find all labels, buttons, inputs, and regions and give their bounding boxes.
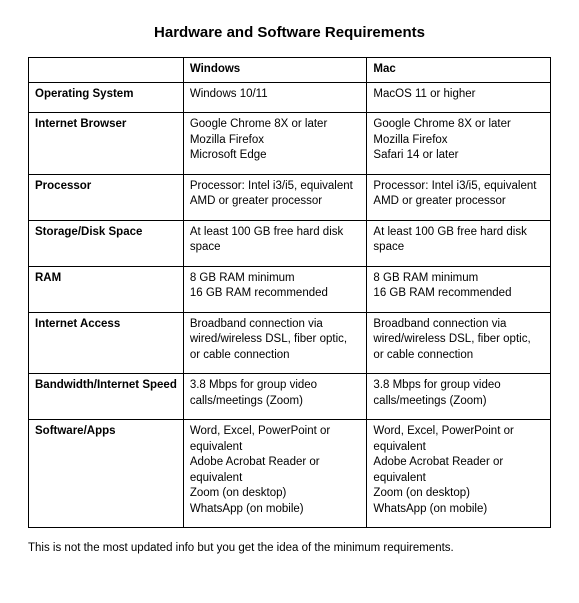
cell-line: At least 100 GB free hard disk space: [190, 225, 361, 256]
cell-windows: 3.8 Mbps for group video calls/meetings …: [183, 374, 367, 420]
cell-windows: Processor: Intel i3/i5, equivalent AMD o…: [183, 174, 367, 220]
cell-line: 8 GB RAM minimum: [373, 271, 544, 287]
cell-line: 16 GB RAM recommended: [190, 286, 361, 302]
table-row: Storage/Disk SpaceAt least 100 GB free h…: [29, 220, 551, 266]
table-row: Operating System Windows 10/11 MacOS 11 or…: [29, 82, 551, 113]
row-label: Bandwidth/Internet Speed: [29, 374, 184, 420]
page-title: Hardware and Software Requirements: [28, 24, 551, 41]
cell-mac: 8 GB RAM minimum16 GB RAM recommended: [367, 266, 551, 312]
cell-windows: 8 GB RAM minimum16 GB RAM recommended: [183, 266, 367, 312]
cell-line: Adobe Acrobat Reader or equivalent: [373, 455, 544, 486]
header-windows: Windows: [183, 58, 367, 83]
cell-line: Windows 10/11: [190, 87, 361, 103]
row-label: Internet Browser: [29, 113, 184, 175]
row-label: Internet Access: [29, 312, 184, 374]
cell-line: Mozilla Firefox: [373, 133, 544, 149]
cell-mac: Google Chrome 8X or laterMozilla Firefox…: [367, 113, 551, 175]
table-header-row: Windows Mac: [29, 58, 551, 83]
cell-line: Processor: Intel i3/i5, equivalent AMD o…: [373, 179, 544, 210]
table-row: Internet BrowserGoogle Chrome 8X or late…: [29, 113, 551, 175]
cell-mac: At least 100 GB free hard disk space: [367, 220, 551, 266]
cell-mac: 3.8 Mbps for group video calls/meetings …: [367, 374, 551, 420]
cell-line: Zoom (on desktop): [190, 486, 361, 502]
footnote-text: This is not the most updated info but yo…: [28, 542, 551, 554]
table-row: RAM8 GB RAM minimum16 GB RAM recommended…: [29, 266, 551, 312]
cell-line: At least 100 GB free hard disk space: [373, 225, 544, 256]
cell-line: 3.8 Mbps for group video calls/meetings …: [190, 378, 361, 409]
cell-line: Broadband connection via wired/wireless …: [190, 317, 361, 364]
cell-line: Safari 14 or later: [373, 148, 544, 164]
cell-windows: At least 100 GB free hard disk space: [183, 220, 367, 266]
cell-line: WhatsApp (on mobile): [190, 502, 361, 518]
cell-line: WhatsApp (on mobile): [373, 502, 544, 518]
table-row: Bandwidth/Internet Speed3.8 Mbps for gro…: [29, 374, 551, 420]
cell-line: Zoom (on desktop): [373, 486, 544, 502]
cell-line: 8 GB RAM minimum: [190, 271, 361, 287]
cell-line: Broadband connection via wired/wireless …: [373, 317, 544, 364]
cell-mac: MacOS 11 or higher: [367, 82, 551, 113]
cell-line: Adobe Acrobat Reader or equivalent: [190, 455, 361, 486]
cell-mac: Processor: Intel i3/i5, equivalent AMD o…: [367, 174, 551, 220]
cell-line: 3.8 Mbps for group video calls/meetings …: [373, 378, 544, 409]
header-mac: Mac: [367, 58, 551, 83]
requirements-table: Windows Mac Operating System Windows 10/1…: [28, 57, 551, 528]
row-label: Processor: [29, 174, 184, 220]
cell-line: Processor: Intel i3/i5, equivalent AMD o…: [190, 179, 361, 210]
table-row: Internet AccessBroadband connection via …: [29, 312, 551, 374]
cell-windows: Broadband connection via wired/wireless …: [183, 312, 367, 374]
table-row: Software/AppsWord, Excel, PowerPoint or …: [29, 420, 551, 528]
row-label: Software/Apps: [29, 420, 184, 528]
cell-line: Microsoft Edge: [190, 148, 361, 164]
cell-line: Word, Excel, PowerPoint or equivalent: [190, 424, 361, 455]
cell-windows: Windows 10/11: [183, 82, 367, 113]
row-label: Operating System: [29, 82, 184, 113]
cell-line: Mozilla Firefox: [190, 133, 361, 149]
cell-line: Google Chrome 8X or later: [190, 117, 361, 133]
row-label: RAM: [29, 266, 184, 312]
table-row: ProcessorProcessor: Intel i3/i5, equival…: [29, 174, 551, 220]
cell-line: 16 GB RAM recommended: [373, 286, 544, 302]
cell-windows: Google Chrome 8X or laterMozilla Firefox…: [183, 113, 367, 175]
cell-line: Google Chrome 8X or later: [373, 117, 544, 133]
cell-line: Word, Excel, PowerPoint or equivalent: [373, 424, 544, 455]
row-label: Storage/Disk Space: [29, 220, 184, 266]
header-blank: [29, 58, 184, 83]
cell-line: MacOS 11 or higher: [373, 87, 544, 103]
cell-mac: Broadband connection via wired/wireless …: [367, 312, 551, 374]
cell-mac: Word, Excel, PowerPoint or equivalentAdo…: [367, 420, 551, 528]
cell-windows: Word, Excel, PowerPoint or equivalentAdo…: [183, 420, 367, 528]
